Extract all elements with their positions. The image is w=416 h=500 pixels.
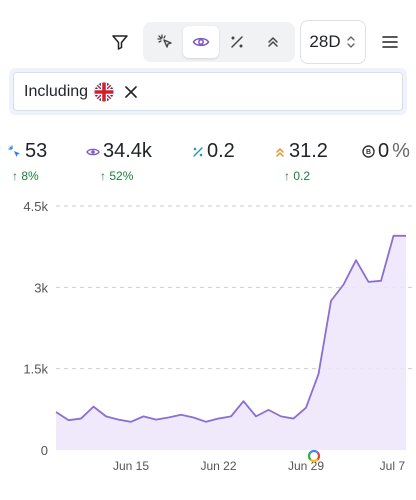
stat-clicks-delta: ↑ 8%: [12, 169, 39, 183]
date-range-select[interactable]: 28D: [300, 20, 366, 64]
impressions-toggle[interactable]: [183, 26, 219, 58]
click-sparkle-icon: [157, 34, 172, 48]
stat-score-suffix: %: [392, 140, 410, 162]
google-icon-arc: [316, 451, 321, 461]
stat-score-value: 0: [378, 140, 390, 162]
position-icon: [276, 147, 284, 157]
menu-button[interactable]: [378, 28, 402, 56]
filter-bar: Including: [9, 68, 407, 115]
ctr-toggle[interactable]: [219, 26, 255, 58]
remove-filter-button[interactable]: [124, 85, 138, 99]
clicks-toggle[interactable]: [147, 26, 183, 58]
google-icon-arc: [307, 451, 312, 461]
stat-impressions-delta: ↑ 52%: [100, 169, 134, 183]
chevron-up-down-icon: [346, 36, 355, 48]
percent-icon: [231, 36, 243, 48]
filter-icon: [112, 35, 128, 50]
stat-impressions[interactable]: 34.4k ↑ 52%: [86, 140, 152, 183]
stat-position-delta: ↑ 0.2: [284, 169, 311, 183]
stat-ctr-value: 0.2: [207, 140, 235, 162]
filter-button[interactable]: [106, 28, 134, 56]
score-icon: B: [362, 145, 375, 158]
position-toggle[interactable]: [255, 26, 291, 58]
series-line: [55, 234, 406, 423]
x-tick-label: Jul 7: [380, 459, 406, 473]
x-tick-label: Jun 29: [288, 459, 324, 473]
stats-row: 53 ↑ 8% 34.4k ↑ 52% 0.2 31.2 ↑: [0, 140, 416, 200]
clicks-icon: [8, 144, 20, 157]
y-tick-label: 0: [41, 443, 48, 458]
eye-icon: [86, 148, 100, 155]
filter-label: Including: [24, 82, 89, 100]
svg-text:B: B: [366, 149, 371, 156]
stat-clicks-value: 53: [25, 140, 48, 162]
hamburger-menu-icon: [382, 36, 398, 48]
metric-toggle-group: [143, 22, 295, 62]
y-tick-label: 1.5k: [23, 362, 48, 377]
stat-clicks[interactable]: 53 ↑ 8%: [8, 140, 47, 183]
country-filter-chip[interactable]: Including: [13, 72, 403, 111]
x-tick-label: Jun 15: [113, 459, 149, 473]
google-icon-arc: [309, 449, 319, 454]
toolbar: 28D: [0, 20, 416, 64]
stat-ctr[interactable]: 0.2: [192, 140, 235, 163]
stat-position-value: 31.2: [289, 140, 328, 162]
date-range-value: 28D: [309, 32, 341, 51]
stat-score[interactable]: B 0%: [362, 140, 410, 163]
x-tick-label: Jun 22: [200, 459, 236, 473]
y-tick-label: 4.5k: [23, 199, 48, 214]
impressions-chart: 0 1.5k 3k 4.5k Jun 15 Jun 22 Jun 29 Jul 7: [23, 199, 416, 473]
google-icon: [307, 449, 321, 463]
stat-impressions-value: 34.4k: [103, 140, 152, 162]
close-icon: [125, 85, 137, 98]
eye-icon: [192, 37, 210, 47]
stat-position[interactable]: 31.2 ↑ 0.2: [274, 140, 328, 183]
chevron-up-double-icon: [268, 37, 278, 47]
area-fill: [56, 235, 406, 450]
uk-flag-icon: [94, 82, 114, 101]
ctr-percent-icon: [193, 146, 203, 157]
y-tick-label: 3k: [34, 280, 48, 295]
google-icon-arc: [309, 458, 319, 463]
